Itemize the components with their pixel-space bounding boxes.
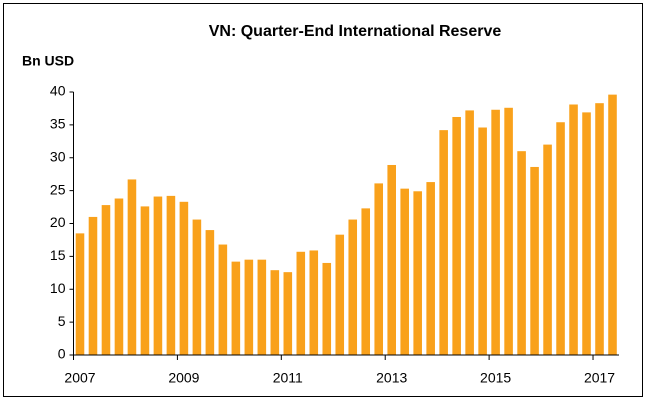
bar <box>127 179 137 355</box>
bar <box>205 230 215 355</box>
bar <box>231 261 241 355</box>
y-tick-label: 30 <box>50 148 66 164</box>
y-tick-label: 5 <box>58 313 66 329</box>
bar <box>426 182 435 355</box>
x-tick-label: 2011 <box>273 370 303 386</box>
y-axis-label: Bn USD <box>22 53 74 69</box>
bar <box>218 244 228 355</box>
x-tick-label: 2015 <box>480 370 511 386</box>
x-tick-label: 2017 <box>584 370 615 386</box>
bar <box>88 216 98 355</box>
bar <box>270 270 280 355</box>
bar <box>283 272 293 355</box>
chart-title: VN: Quarter-End International Reserve <box>209 23 502 40</box>
bar <box>361 208 371 355</box>
bar <box>517 151 526 355</box>
y-tick-label: 15 <box>50 247 66 263</box>
bar <box>322 262 332 355</box>
bar <box>439 130 448 355</box>
y-tick-label: 20 <box>50 214 66 230</box>
bar <box>166 195 176 355</box>
bar <box>556 122 565 356</box>
bar <box>543 144 552 355</box>
x-tick-label: 2009 <box>168 370 199 386</box>
bar <box>75 233 85 355</box>
bar <box>114 198 124 355</box>
bar <box>335 234 345 355</box>
y-tick-label: 10 <box>50 280 66 296</box>
bar <box>452 116 461 355</box>
bar <box>309 250 319 355</box>
bar <box>244 259 254 355</box>
bar <box>387 164 396 355</box>
bar <box>179 201 189 355</box>
bar <box>413 191 422 355</box>
y-tick-label: 40 <box>50 83 66 99</box>
bar <box>595 103 604 356</box>
y-tick-label: 0 <box>58 346 66 362</box>
bar <box>478 127 487 355</box>
bar <box>465 110 474 355</box>
bar <box>569 104 578 356</box>
bar <box>257 259 267 355</box>
bar <box>504 107 513 355</box>
bar <box>530 166 539 355</box>
y-tick-label: 25 <box>50 181 66 197</box>
bar <box>192 219 202 355</box>
bar <box>608 94 617 355</box>
bar <box>296 251 306 355</box>
bar <box>348 219 358 355</box>
y-tick-label: 35 <box>50 116 66 132</box>
chart-frame <box>3 3 643 397</box>
bar <box>374 183 384 355</box>
bar <box>491 109 500 355</box>
bar <box>582 112 591 355</box>
bar <box>140 206 150 355</box>
bar <box>153 196 163 355</box>
x-tick-label: 2013 <box>376 370 407 386</box>
x-tick-label: 2007 <box>64 370 95 386</box>
bar <box>400 188 409 355</box>
bar <box>101 205 111 355</box>
